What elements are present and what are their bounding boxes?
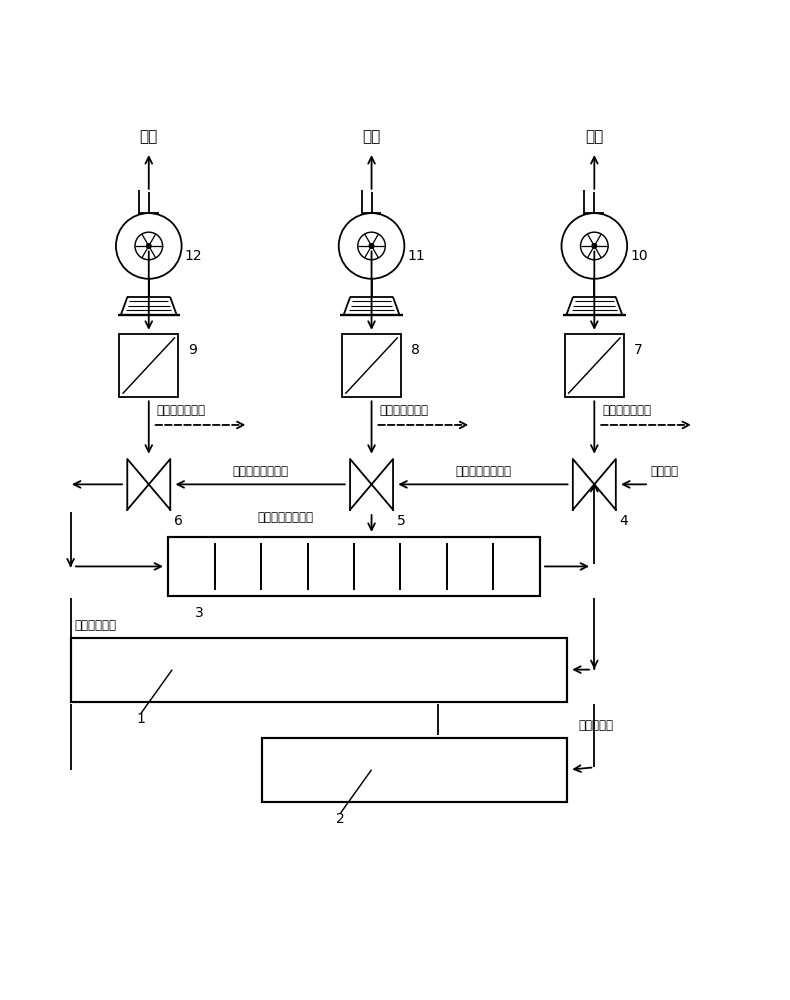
Text: 11: 11 [408,249,425,263]
Text: 4: 4 [619,514,629,528]
Text: 排空: 排空 [585,129,604,144]
Text: 二次加热新鲜空气: 二次加热新鲜空气 [232,465,288,478]
Text: 进入下一步工序: 进入下一步工序 [156,404,205,417]
Text: 2: 2 [336,812,344,826]
Text: 10: 10 [630,249,648,263]
Text: 新鲜空气: 新鲜空气 [651,465,679,478]
Bar [262,738,567,802]
Circle shape [369,244,374,248]
Text: 排空: 排空 [140,129,158,144]
Text: 3: 3 [195,606,204,620]
Bar [70,638,567,702]
Bar [342,334,401,397]
Bar [565,334,623,397]
Text: 9: 9 [188,343,198,357]
Text: 7: 7 [634,343,642,357]
Bar [119,334,178,397]
Text: 5: 5 [397,514,406,528]
Text: 进入下一步工序: 进入下一步工序 [379,404,428,417]
Text: 6: 6 [174,514,183,528]
Text: 冷却机尾气: 冷却机尾气 [579,719,614,732]
Text: 烧结系统尾气: 烧结系统尾气 [74,619,116,632]
Text: 一次加热新鲜空气: 一次加热新鲜空气 [455,465,511,478]
Text: 排空: 排空 [363,129,381,144]
Bar [168,537,540,596]
Circle shape [592,244,596,248]
Text: 进入下一步工序: 进入下一步工序 [602,404,651,417]
Circle shape [146,244,151,248]
Text: 热风炉燃烧室废气: 热风炉燃烧室废气 [258,511,314,524]
Text: 12: 12 [185,249,202,263]
Text: 1: 1 [137,712,145,726]
Text: 8: 8 [411,343,420,357]
